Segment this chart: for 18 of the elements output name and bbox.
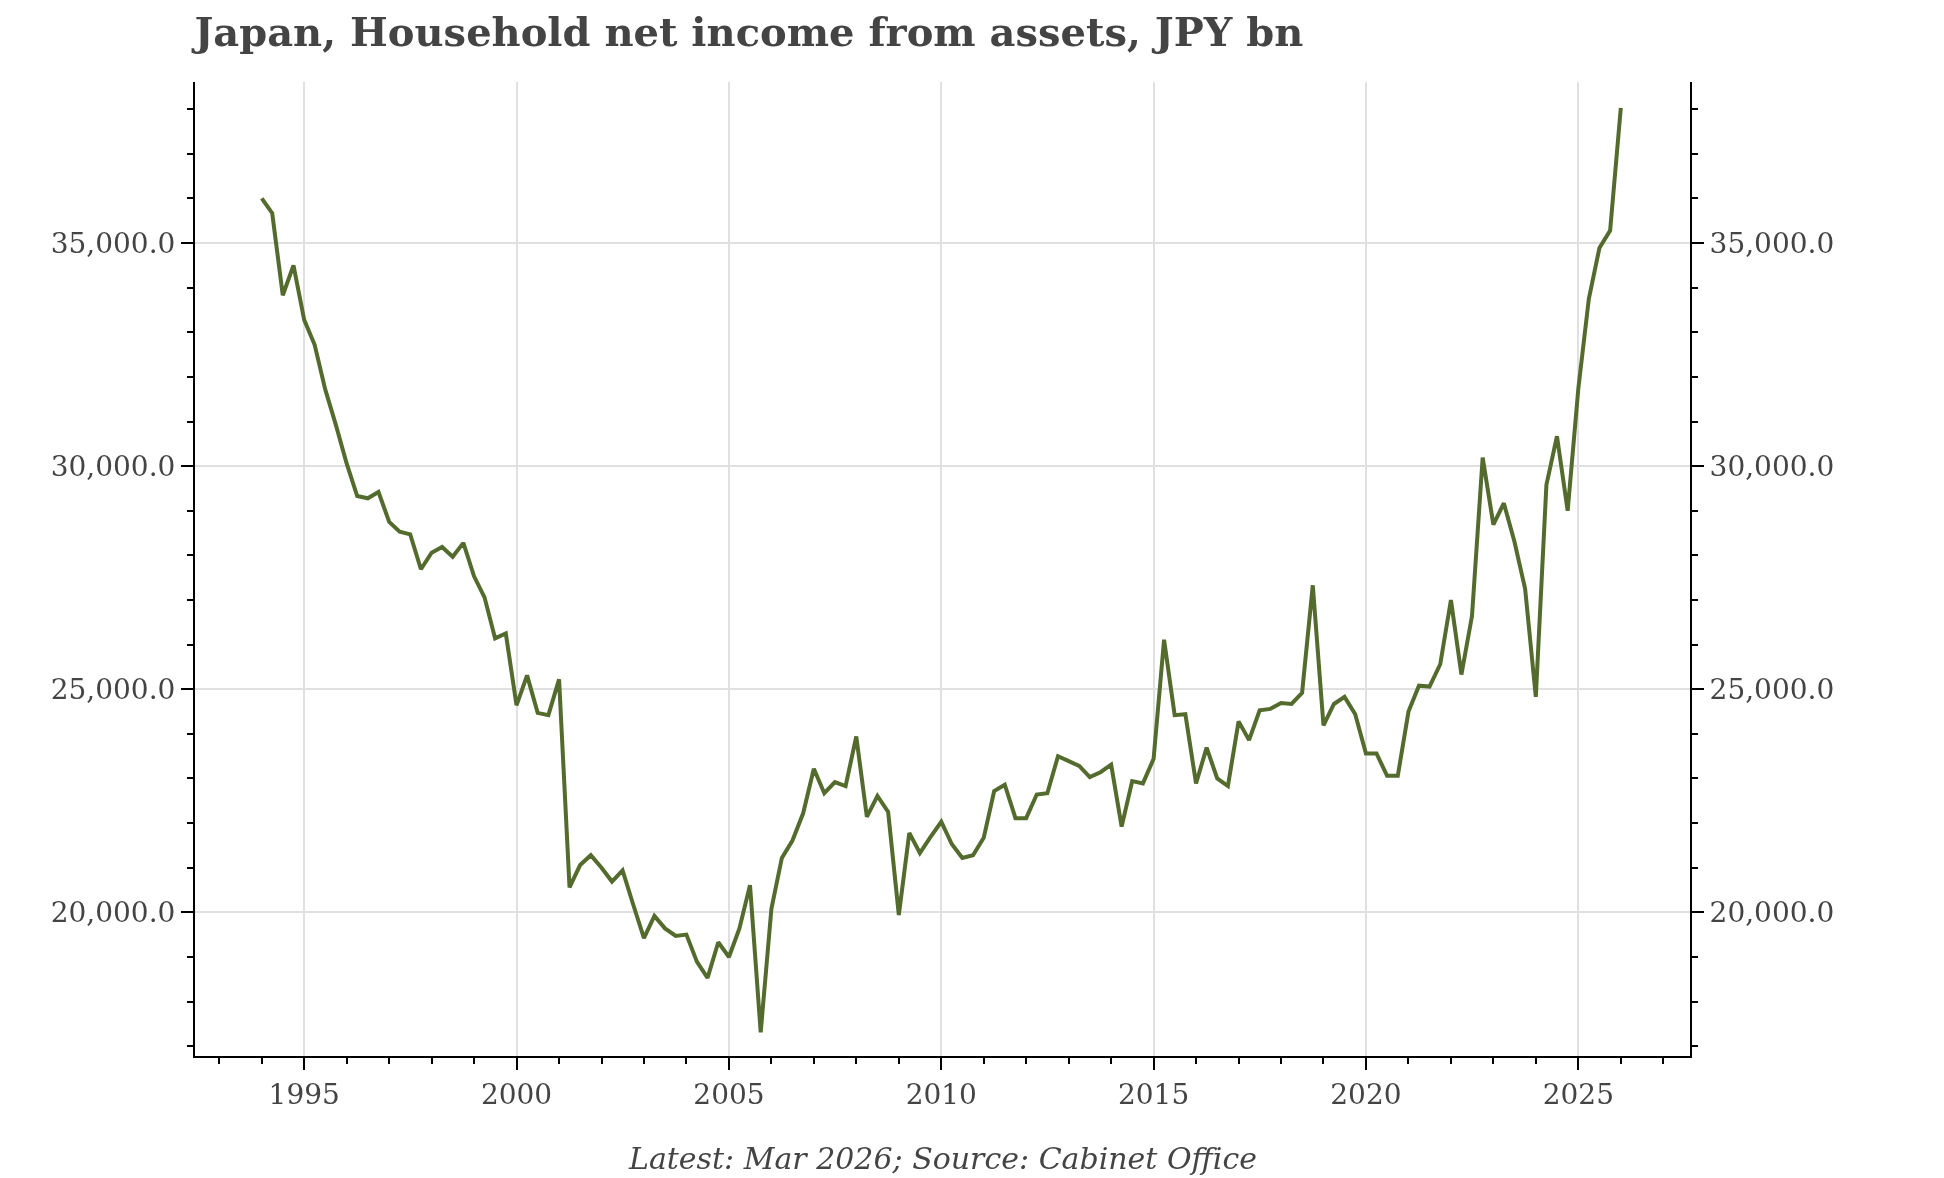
y-tick-label: 35,000.0 [50,226,176,260]
x-tick-label: 2005 [693,1077,765,1111]
y2-tick-label: 35,000.0 [1709,226,1835,260]
x-tick-label: 2015 [1117,1077,1190,1111]
y-tick-label: 25,000.0 [50,673,176,707]
y2-tick-label: 20,000.0 [1709,896,1835,930]
x-tick-label: 2025 [1542,1077,1614,1111]
x-tick-label: 2010 [905,1077,977,1111]
y2-tick-label: 30,000.0 [1709,449,1835,483]
y2-tick-label: 25,000.0 [1709,673,1835,707]
y-tick-label: 20,000.0 [50,896,176,930]
x-tick-label: 1995 [268,1077,340,1111]
y-tick-label: 30,000.0 [50,449,176,483]
line-series [259,105,1623,1035]
chart-title: Japan, Household net income from assets, JPY bn [191,7,1304,55]
x-tick-label: 2000 [480,1077,553,1111]
x-tick-label: 2020 [1330,1077,1402,1111]
text: Latest: Mar 2026; Source: Cabinet Office [628,1141,1257,1176]
